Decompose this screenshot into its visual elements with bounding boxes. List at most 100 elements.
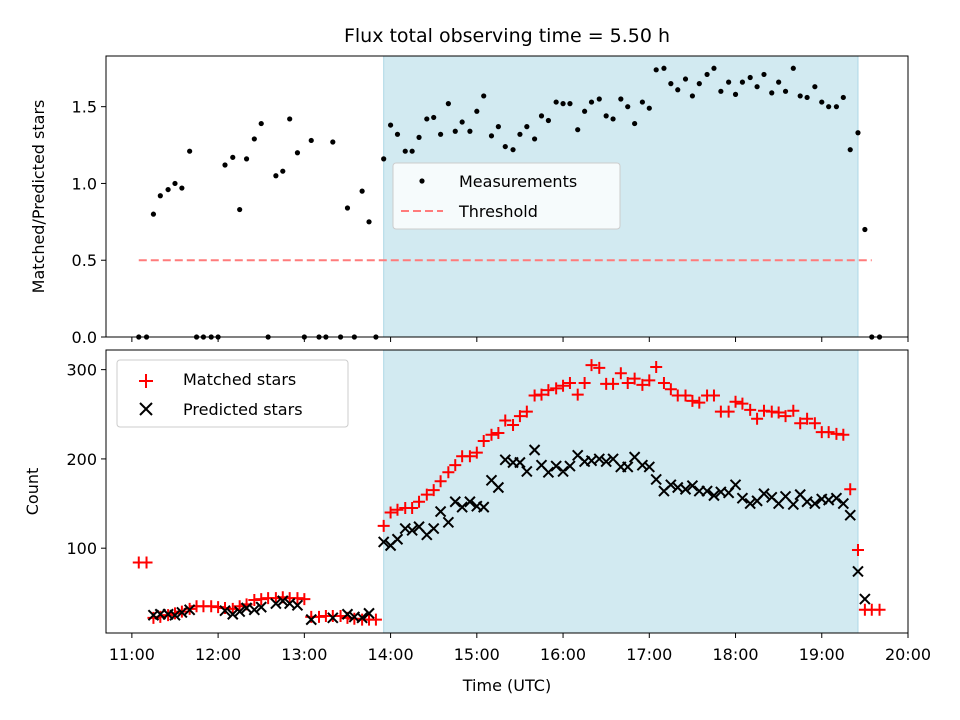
- predicted-star-point: [499, 454, 511, 466]
- predicted-star-point: [557, 465, 569, 478]
- legend-matched-marker: [139, 374, 153, 388]
- matched-star-point: [578, 377, 591, 390]
- top-ytick-label: 1.0: [72, 174, 97, 193]
- matched-star-point: [513, 410, 526, 423]
- matched-star-point: [801, 412, 814, 425]
- measurement-point: [653, 67, 659, 73]
- predicted-star-point: [729, 479, 742, 491]
- measurement-point: [488, 133, 495, 139]
- measurement-point: [287, 116, 293, 122]
- measurement-point: [165, 186, 171, 193]
- matched-star-point: [650, 360, 663, 373]
- predicted-star-point: [406, 524, 418, 537]
- measurement-point: [804, 94, 810, 101]
- top-legend-box: [392, 162, 621, 230]
- measurement-point: [826, 104, 832, 110]
- measurement-points: [136, 65, 883, 340]
- bottom-xtick-label: 20:00: [885, 645, 931, 664]
- measurement-point: [668, 81, 674, 87]
- figure-title: Flux total observing time = 5.50 h: [344, 25, 670, 47]
- predicted-star-point: [859, 593, 871, 605]
- measurement-point: [467, 128, 473, 134]
- bottom-y-ticks: 100 200 300: [66, 361, 106, 558]
- measurement-point: [359, 188, 365, 194]
- measurement-point: [618, 96, 624, 102]
- predicted-star-point: [169, 609, 181, 621]
- predicted-star-point: [377, 536, 390, 548]
- matched-star-point: [470, 446, 483, 459]
- predicted-star-point: [593, 453, 605, 465]
- legend-threshold-label: Threshold: [458, 202, 538, 221]
- matched-star-point: [298, 593, 311, 606]
- predicted-star-point: [183, 604, 196, 616]
- predicted-star-point: [665, 479, 677, 491]
- matched-star-point: [808, 417, 821, 430]
- bottom-xtick-label: 13:00: [281, 645, 327, 664]
- measurement-point: [553, 99, 559, 105]
- matched-star-point: [377, 519, 390, 532]
- predicted-star-point: [464, 496, 476, 508]
- matched-star-point: [729, 395, 742, 408]
- matched-star-point: [657, 377, 670, 390]
- matched-star-point: [844, 483, 857, 496]
- matched-star-point: [463, 450, 476, 463]
- predicted-star-point: [701, 485, 713, 497]
- measurement-point: [187, 148, 193, 154]
- measurement-point: [517, 131, 523, 137]
- predicted-star-point: [837, 497, 850, 510]
- matched-star-point: [168, 607, 181, 620]
- predicted-star-point: [528, 444, 541, 456]
- measurement-point: [797, 93, 803, 99]
- predicted-star-point: [391, 533, 404, 545]
- predicted-star-point: [514, 456, 526, 469]
- predicted-star-point: [270, 597, 282, 610]
- bottom-xtick-label: 12:00: [195, 645, 241, 664]
- predicted-star-point: [255, 601, 267, 613]
- measurement-point: [258, 120, 264, 127]
- matched-star-point: [822, 426, 835, 439]
- predicted-star-point: [622, 461, 634, 473]
- measurement-point: [280, 168, 286, 174]
- matched-star-point: [628, 372, 641, 385]
- matched-star-point: [679, 389, 692, 402]
- bottom-xtick-label: 18:00: [712, 645, 758, 664]
- predicted-star-point: [227, 608, 239, 620]
- bottom-xtick-label: 16:00: [540, 645, 586, 664]
- measurement-point: [761, 71, 767, 78]
- predicted-star-point: [736, 492, 749, 504]
- matched-star-point: [787, 404, 800, 417]
- measurement-point: [524, 124, 530, 130]
- bottom-shaded-region: [383, 349, 859, 634]
- matched-star-point: [722, 405, 735, 418]
- predicted-star-point: [600, 455, 612, 468]
- matched-star-point: [751, 412, 764, 425]
- measurement-point: [588, 99, 595, 105]
- measurement-point: [344, 205, 351, 211]
- top-legend: Measurements Threshold: [392, 162, 621, 230]
- measurement-point: [855, 130, 861, 136]
- measurement-point: [726, 79, 732, 85]
- predicted-star-point: [830, 492, 843, 504]
- top-y-ticks: 0.0 0.5 1.0 1.5: [72, 98, 106, 347]
- legend-measurements-label: Measurements: [459, 172, 577, 191]
- bottom-xtick-label: 15:00: [454, 645, 500, 664]
- measurement-point: [294, 150, 301, 156]
- legend-predicted-marker: [139, 402, 153, 416]
- predicted-star-point: [399, 522, 411, 535]
- matched-star-point: [593, 361, 606, 374]
- matched-star-point: [607, 377, 620, 390]
- measurement-point: [510, 147, 516, 153]
- matched-star-point: [542, 384, 555, 397]
- measurement-point: [387, 122, 394, 128]
- measurement-point: [172, 180, 178, 187]
- matched-star-point: [707, 389, 720, 402]
- measurement-point: [575, 127, 581, 133]
- matched-star-point: [585, 359, 598, 372]
- bottom-ytick-label: 300: [66, 361, 97, 380]
- predicted-star-point: [449, 496, 461, 508]
- predicted-star-point: [542, 466, 555, 479]
- matched-star-point: [449, 459, 462, 472]
- matched-star-point: [420, 488, 433, 501]
- matched-star-point: [571, 388, 584, 401]
- measurement-point: [538, 113, 545, 119]
